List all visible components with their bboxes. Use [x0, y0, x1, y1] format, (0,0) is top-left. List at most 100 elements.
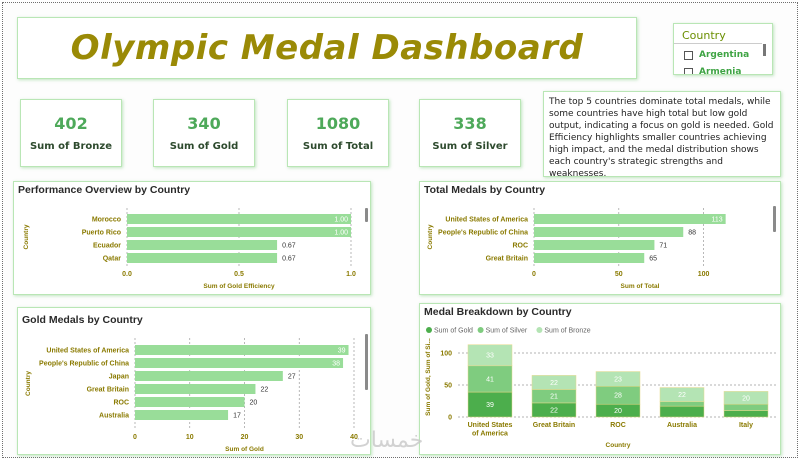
- data-label: 39: [338, 348, 346, 355]
- category-label: Great Britain: [533, 422, 575, 429]
- kpi-label: Sum of Bronze: [29, 141, 113, 152]
- insight-textbox: The top 5 countries dominate total medal…: [543, 91, 781, 179]
- slicer-header: Country: [674, 24, 762, 44]
- segment-label: 22: [550, 380, 558, 387]
- data-label: 71: [659, 243, 667, 250]
- y-tick-label: 100: [440, 351, 452, 358]
- category-label: United States of America: [445, 217, 528, 224]
- y-axis-title: Country: [25, 371, 32, 396]
- total-medals-chart-card: Total Medals by Country 0 50 100 United Sta…: [419, 181, 781, 295]
- bar-segment: [531, 375, 577, 390]
- segment-label: 39: [486, 402, 494, 409]
- category-label: of America: [472, 431, 508, 438]
- bar: [127, 227, 351, 237]
- segment-label: 28: [614, 393, 622, 400]
- legend-marker: [536, 327, 543, 333]
- category-label: United States of America: [46, 348, 129, 355]
- bar-segment: [467, 365, 513, 393]
- bar-segment: [723, 403, 769, 411]
- data-label: 22: [260, 387, 268, 394]
- segment-label: 21: [550, 394, 558, 401]
- x-tick-label: 10: [186, 434, 194, 441]
- scrollbar: [365, 208, 368, 222]
- gold-medals-chart-card: Gold Medals by Country 0 10 20 30 40 United S…: [17, 307, 371, 455]
- data-label: 65: [649, 256, 657, 263]
- category-label: Qatar: [103, 256, 122, 263]
- bar: [135, 384, 256, 394]
- legend-label: Sum of Silver: [486, 328, 528, 335]
- chart-title: Medal Breakdown by Country: [424, 306, 572, 318]
- slicer-option-label: Argentina: [699, 50, 750, 60]
- x-tick-label: 0: [133, 434, 137, 441]
- category-label: Puerto Rico: [82, 230, 121, 237]
- performance-chart-card: Performance Overview by Country 0.0 0.5 1.…: [13, 181, 371, 295]
- y-axis-title: Country: [23, 224, 30, 249]
- x-axis-title: Sum of Gold: [225, 446, 264, 453]
- bar: [534, 227, 684, 237]
- gold-medals-chart[interactable]: 0 10 20 30 40 United States of America 39 Peopl…: [18, 308, 370, 454]
- medal-breakdown-chart[interactable]: Sum of Gold Sum of Silver Sum of Bronze 0 50…: [420, 304, 780, 454]
- segment-label: 22: [550, 407, 558, 414]
- segment-label: 33: [486, 353, 494, 360]
- slicer-scrollbar[interactable]: [763, 44, 766, 56]
- checkbox-icon[interactable]: [684, 67, 693, 74]
- kpi-card-bronze: 402 Sum of Bronze: [20, 99, 122, 167]
- chart-title: Total Medals by Country: [424, 184, 546, 196]
- bar: [534, 253, 645, 263]
- x-tick-label: 50: [615, 271, 623, 278]
- y-tick-label: 0: [448, 415, 452, 422]
- x-tick-label: 40: [350, 434, 358, 441]
- medal-breakdown-chart-card: Medal Breakdown by Country Sum of Gold Su…: [419, 303, 781, 455]
- bar: [135, 358, 344, 368]
- chart-title: Gold Medals by Country: [22, 314, 143, 326]
- bar-segment: [723, 410, 769, 418]
- segment-label: 41: [486, 376, 494, 383]
- category-label: ROC: [512, 243, 528, 250]
- category-label: Morocco: [92, 217, 121, 224]
- slicer-option-argentina[interactable]: Argentina: [674, 48, 772, 62]
- kpi-value: 402: [54, 114, 88, 133]
- bar-segment: [659, 401, 705, 407]
- bar: [135, 410, 229, 420]
- category-label: Australia: [667, 422, 697, 429]
- x-tick-label: 30: [295, 434, 303, 441]
- segment-label: 20: [614, 408, 622, 415]
- data-label: 17: [233, 413, 241, 420]
- kpi-card-total: 1080 Sum of Total: [287, 99, 389, 167]
- bar: [135, 345, 349, 355]
- data-label: 38: [332, 361, 340, 368]
- legend-label: Sum of Bronze: [544, 328, 590, 335]
- x-tick-label: 0.5: [234, 271, 244, 278]
- bar-segment: [659, 387, 705, 402]
- bar: [534, 240, 655, 250]
- data-label: 1.00: [334, 230, 348, 237]
- x-axis-title: Sum of Total: [621, 283, 660, 290]
- slicer-option-armenia[interactable]: Armenia: [674, 65, 772, 74]
- checkbox-icon[interactable]: [684, 50, 693, 60]
- category-label: ROC: [610, 422, 626, 429]
- category-label: People's Republic of China: [39, 361, 129, 368]
- bar: [127, 240, 278, 250]
- category-label: United States: [468, 422, 513, 429]
- bar: [127, 253, 278, 263]
- x-tick-label: 20: [241, 434, 249, 441]
- data-label: 88: [688, 230, 696, 237]
- category-label: Great Britain: [486, 256, 528, 263]
- segment-label: 23: [614, 376, 622, 383]
- insight-text: The top 5 countries dominate total medal…: [549, 97, 774, 179]
- data-label: 0.67: [282, 243, 296, 250]
- x-tick-label: 1.0: [346, 271, 356, 278]
- title-card: Olympic Medal Dashboard: [17, 17, 637, 79]
- performance-chart[interactable]: 0.0 0.5 1.0 Morocco 1.00 Puerto Rico 1.00 Ecuad…: [14, 182, 370, 294]
- bar: [135, 371, 283, 381]
- total-medals-chart[interactable]: 0 50 100 United States of America 113 People'…: [420, 182, 780, 294]
- kpi-card-gold: 340 Sum of Gold: [153, 99, 255, 167]
- bar-segment: [659, 405, 705, 418]
- category-label: People's Republic of China: [438, 230, 528, 237]
- country-slicer[interactable]: Country Argentina Armenia: [673, 23, 773, 75]
- y-tick-label: 50: [444, 383, 452, 390]
- x-tick-label: 0: [532, 271, 536, 278]
- kpi-label: Sum of Total: [302, 141, 374, 152]
- data-label: 0.67: [282, 256, 296, 263]
